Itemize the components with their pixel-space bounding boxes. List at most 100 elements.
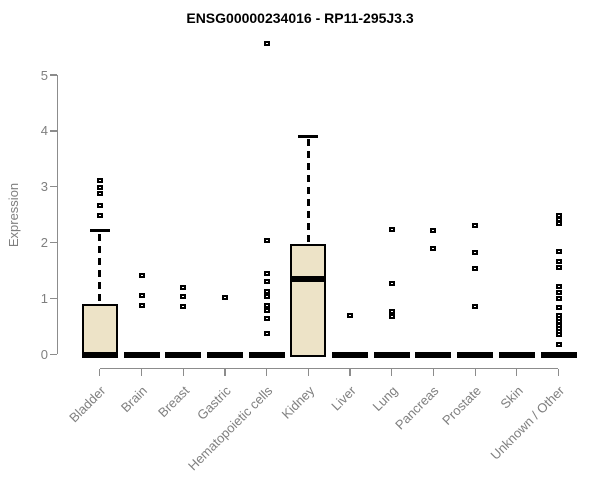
outlier-point — [555, 295, 562, 301]
x-tick-mark — [474, 368, 476, 376]
x-tick-mark — [307, 368, 309, 376]
category-label: Liver — [328, 383, 359, 414]
outlier-point — [472, 223, 479, 229]
outlier-point — [472, 304, 479, 310]
outlier-point — [555, 342, 562, 348]
whisker-line — [98, 233, 102, 303]
outlier-point — [472, 265, 479, 271]
outlier-point — [430, 245, 437, 251]
outlier-point — [263, 302, 270, 308]
whisker-cap — [89, 229, 110, 233]
x-tick-mark — [224, 368, 226, 376]
y-tick-label: 5 — [40, 67, 48, 83]
outlier-point — [263, 289, 270, 295]
outlier-point — [138, 303, 145, 309]
outlier-point — [555, 249, 562, 255]
y-tick-label: 4 — [40, 123, 48, 139]
median-line — [81, 351, 118, 358]
y-tick-mark — [49, 241, 57, 244]
outlier-point — [430, 228, 437, 234]
median-line — [498, 351, 535, 358]
category-label: Unknown / Other — [487, 383, 568, 463]
median-line — [165, 351, 202, 358]
median-line — [332, 351, 368, 358]
x-tick-mark — [349, 368, 351, 376]
outlier-point — [263, 294, 270, 300]
category-label: Pancreas — [392, 383, 443, 433]
x-tick-mark — [432, 368, 435, 376]
outlier-point — [555, 304, 562, 310]
outlier-point — [263, 238, 270, 244]
x-tick-mark — [391, 368, 393, 376]
y-tick-label: 2 — [40, 235, 48, 251]
outlier-point — [96, 202, 103, 208]
median-line — [123, 351, 160, 358]
outlier-point — [388, 314, 395, 320]
y-tick-label: 0 — [40, 346, 48, 362]
outlier-point — [138, 273, 145, 279]
outlier-point — [96, 191, 103, 197]
x-tick-mark — [182, 368, 184, 376]
category-label: Kidney — [278, 383, 317, 422]
outlier-point — [138, 292, 145, 298]
x-tick-mark — [516, 368, 518, 376]
category-label: Gastric — [193, 383, 234, 423]
y-axis-line — [56, 75, 58, 355]
outlier-point — [96, 213, 103, 219]
outlier-point — [96, 184, 103, 190]
whisker-cap — [298, 134, 319, 138]
median-line — [290, 276, 327, 283]
outlier-point — [263, 270, 270, 276]
outlier-point — [555, 212, 562, 218]
outlier-point — [221, 294, 228, 300]
outlier-point — [263, 316, 270, 322]
category-label: Breast — [154, 383, 192, 421]
chart-title: ENSG00000234016 - RP11-295J3.3 — [186, 10, 414, 26]
category-label: Lung — [369, 383, 401, 415]
median-line — [540, 351, 577, 358]
outlier-point — [472, 250, 479, 256]
outlier-point — [263, 279, 270, 285]
outlier-point — [555, 265, 562, 271]
outlier-point — [347, 312, 353, 318]
y-tick-label: 1 — [40, 290, 48, 306]
outlier-point — [180, 285, 187, 291]
median-line — [373, 351, 410, 358]
x-tick-mark — [140, 368, 143, 376]
y-tick-mark — [49, 353, 57, 355]
outlier-point — [263, 40, 270, 46]
outlier-point — [180, 293, 187, 299]
category-label: Brain — [118, 383, 151, 416]
x-tick-mark — [99, 368, 101, 376]
y-tick-mark — [49, 130, 57, 132]
category-label: Skin — [496, 383, 526, 412]
outlier-point — [388, 309, 395, 315]
x-tick-mark — [557, 368, 560, 376]
outlier-point — [96, 178, 103, 184]
y-tick-mark — [49, 74, 57, 76]
x-tick-mark — [266, 368, 268, 376]
y-tick-mark — [49, 297, 57, 300]
outlier-point — [263, 307, 270, 313]
outlier-point — [555, 259, 562, 265]
outlier-point — [555, 284, 562, 290]
y-tick-label: 3 — [40, 179, 48, 195]
outlier-point — [263, 331, 270, 337]
median-line — [415, 351, 452, 358]
outlier-point — [555, 290, 562, 296]
category-label: Bladder — [66, 383, 109, 426]
outlier-point — [388, 226, 395, 232]
box — [81, 304, 118, 358]
y-tick-mark — [49, 186, 57, 188]
median-line — [206, 351, 243, 358]
median-line — [248, 351, 285, 358]
outlier-point — [180, 303, 187, 309]
x-axis-line — [99, 367, 559, 369]
median-line — [457, 351, 494, 358]
outlier-point — [388, 281, 395, 287]
box — [290, 244, 327, 358]
category-label: Prostate — [438, 383, 484, 428]
outlier-point — [555, 312, 562, 318]
whisker-line — [306, 139, 310, 243]
